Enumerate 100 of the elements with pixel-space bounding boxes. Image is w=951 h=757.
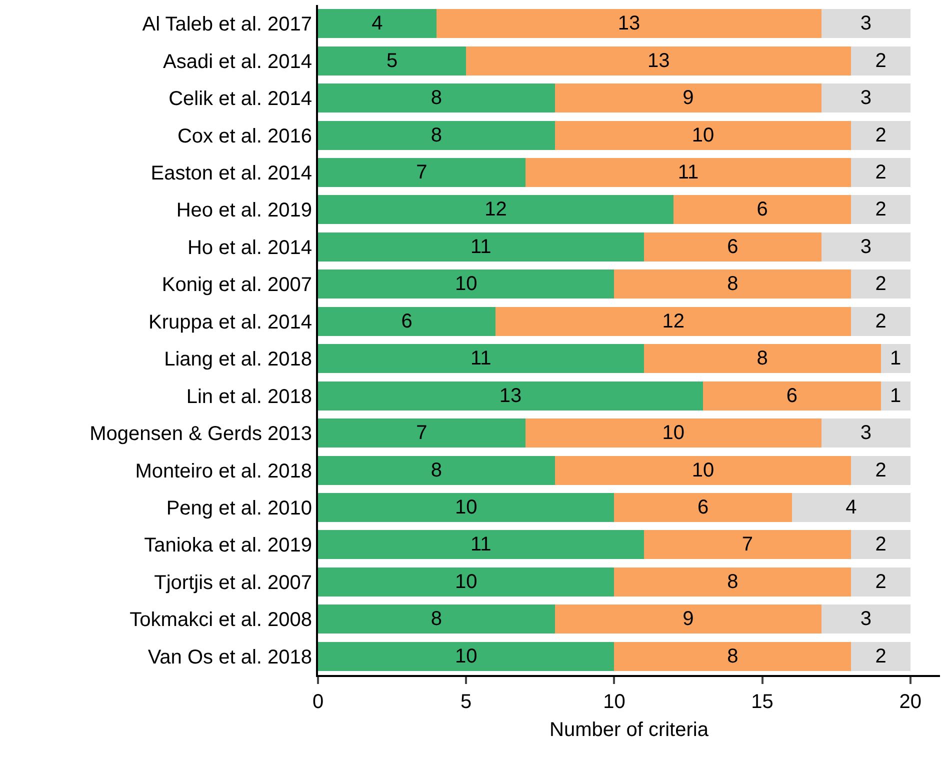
bar xyxy=(318,567,614,596)
y-tick-label: Celik et al. 2014 xyxy=(168,88,312,110)
bar xyxy=(436,9,822,38)
bar xyxy=(525,418,822,448)
y-tick-label: Tanioka et al. 2019 xyxy=(144,534,312,557)
bar xyxy=(318,270,614,299)
bar xyxy=(554,120,852,150)
y-tick-label: Liang et al. 2018 xyxy=(164,348,312,371)
bar xyxy=(318,306,496,336)
data-label: 8 xyxy=(727,645,738,668)
data-label: 3 xyxy=(860,422,872,444)
data-label: 10 xyxy=(454,496,478,518)
data-label: 11 xyxy=(470,236,492,258)
bar xyxy=(851,270,910,299)
data-label: 11 xyxy=(470,348,492,370)
bar xyxy=(318,344,644,374)
bar xyxy=(851,642,910,671)
data-label: 3 xyxy=(860,236,872,258)
bar xyxy=(318,530,644,560)
bar xyxy=(822,9,910,38)
data-label: 10 xyxy=(692,124,714,146)
data-label: 10 xyxy=(454,570,478,593)
bar xyxy=(318,381,704,410)
bar xyxy=(614,270,852,299)
bar xyxy=(851,120,910,150)
bar xyxy=(318,158,526,188)
y-tick-label: Mogensen & Gerds 2013 xyxy=(90,423,312,446)
data-label: 11 xyxy=(470,534,492,556)
bar xyxy=(554,84,822,113)
bar xyxy=(318,9,436,38)
bar xyxy=(673,195,852,224)
bar xyxy=(851,306,910,336)
x-tick-label: 0 xyxy=(312,691,324,713)
bar xyxy=(614,642,852,671)
data-label: 4 xyxy=(846,496,857,518)
y-tick-label: Al Taleb et al. 2017 xyxy=(142,14,312,36)
data-label: 10 xyxy=(454,273,478,296)
data-label: 8 xyxy=(430,87,442,110)
data-label: 2 xyxy=(875,534,886,556)
y-tick-label: Asadi et al. 2014 xyxy=(163,50,312,73)
data-label: 2 xyxy=(875,198,886,221)
bar xyxy=(466,46,852,76)
bar xyxy=(822,84,910,113)
data-label: 7 xyxy=(416,162,428,184)
bar xyxy=(822,418,910,448)
y-tick-label: Cox et al. 2016 xyxy=(177,125,312,148)
data-label: 1 xyxy=(890,384,902,407)
y-tick-label: Konig et al. 2007 xyxy=(162,274,312,296)
bar xyxy=(318,642,614,671)
data-label: 6 xyxy=(756,198,768,221)
data-label: 6 xyxy=(786,384,798,407)
bar xyxy=(614,492,792,522)
y-tick-label: Van Os et al. 2018 xyxy=(148,646,312,668)
data-label: 5 xyxy=(386,50,398,72)
bar xyxy=(644,530,852,560)
data-label: 2 xyxy=(875,162,886,184)
bar xyxy=(851,567,910,596)
bar xyxy=(792,492,910,522)
bar xyxy=(614,567,852,596)
data-label: 11 xyxy=(678,162,699,184)
bar xyxy=(822,232,910,262)
y-tick-label: Tjortjis et al. 2007 xyxy=(154,572,312,594)
data-label: 6 xyxy=(697,496,709,518)
bar xyxy=(525,158,852,188)
data-label: 8 xyxy=(430,608,442,630)
data-label: 13 xyxy=(499,384,522,407)
bar xyxy=(496,306,852,336)
data-label: 2 xyxy=(875,645,886,668)
x-tick-label: 10 xyxy=(603,691,626,713)
x-axis-title: Number of criteria xyxy=(550,719,710,741)
bar xyxy=(822,604,910,634)
data-label: 12 xyxy=(662,310,685,332)
x-tick-label: 20 xyxy=(899,691,922,713)
bar xyxy=(851,158,910,188)
data-label: 13 xyxy=(618,12,640,35)
bar xyxy=(851,456,910,485)
data-label: 3 xyxy=(860,12,872,35)
bar xyxy=(644,344,881,374)
bar xyxy=(318,456,555,485)
bar xyxy=(318,492,614,522)
data-label: 2 xyxy=(875,310,886,332)
data-label: 8 xyxy=(727,570,738,593)
bar xyxy=(318,232,644,262)
data-label: 3 xyxy=(860,608,872,630)
data-label: 2 xyxy=(875,124,886,146)
data-label: 10 xyxy=(454,645,478,668)
data-label: 2 xyxy=(875,570,886,593)
y-tick-label: Lin et al. 2018 xyxy=(186,386,312,408)
data-label: 7 xyxy=(742,534,754,556)
bar xyxy=(318,46,466,76)
bar xyxy=(318,195,674,224)
bar xyxy=(851,530,910,560)
bar xyxy=(318,418,526,448)
y-tick-label: Heo et al. 2019 xyxy=(176,200,312,222)
bar xyxy=(644,232,822,262)
data-label: 10 xyxy=(692,459,714,482)
bar xyxy=(851,46,910,76)
data-label: 6 xyxy=(727,236,738,258)
bar xyxy=(318,120,555,150)
data-label: 13 xyxy=(647,50,670,72)
